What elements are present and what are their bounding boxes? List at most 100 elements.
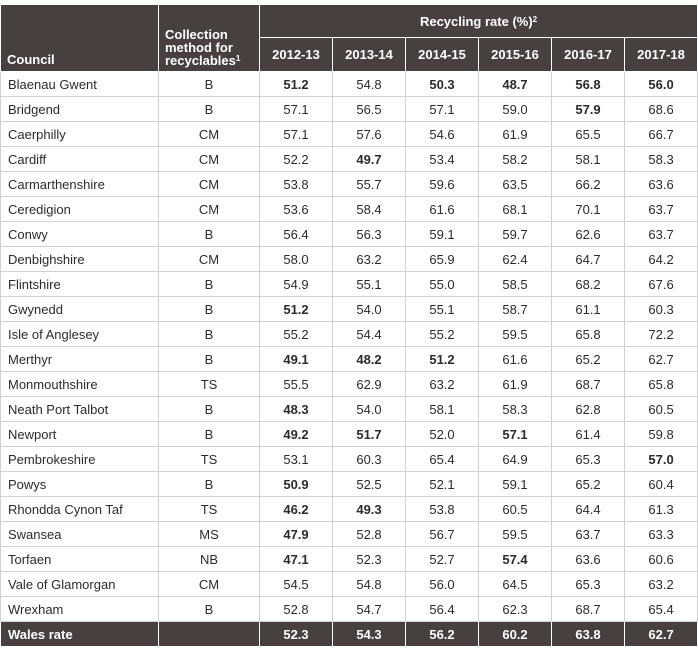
table-row: Torfaen NB 47.1 52.3 52.7 57.4 63.6 60.6 bbox=[0, 546, 698, 572]
rate-cell: 63.6 bbox=[623, 171, 698, 197]
wales-rate-cell: 60.2 bbox=[478, 621, 552, 647]
rate-cell: 52.2 bbox=[259, 146, 333, 172]
rate-cell: 58.4 bbox=[332, 196, 406, 222]
table-row: Monmouthshire TS 55.5 62.9 63.2 61.9 68.7 65.8 bbox=[0, 371, 698, 397]
collection-method-cell: NB bbox=[158, 546, 260, 572]
rate-cell: 53.8 bbox=[259, 171, 333, 197]
rate-cell: 62.3 bbox=[478, 596, 552, 622]
rate-cell: 61.1 bbox=[551, 296, 625, 322]
table-row: Caerphilly CM 57.1 57.6 54.6 61.9 65.5 66.7 bbox=[0, 121, 698, 147]
year-header-row: 2012-13 2013-14 2014-15 2015-16 2016-17 2017-… bbox=[1, 37, 698, 72]
year-column-header: 2014-15 bbox=[405, 37, 479, 72]
footnote-marker: 1 bbox=[235, 54, 241, 63]
rate-cell: 56.0 bbox=[623, 71, 698, 97]
rate-cell: 61.3 bbox=[623, 496, 698, 522]
rate-cell: 64.2 bbox=[623, 246, 698, 272]
rate-cell: 51.2 bbox=[259, 71, 333, 97]
rate-cell: 68.2 bbox=[551, 271, 625, 297]
council-name-cell: Neath Port Talbot bbox=[0, 396, 159, 422]
rate-cell: 58.1 bbox=[405, 396, 479, 422]
rate-cell: 57.0 bbox=[623, 446, 698, 472]
rate-cell: 55.1 bbox=[332, 271, 406, 297]
rate-cell: 59.1 bbox=[478, 471, 552, 497]
collection-method-cell: B bbox=[158, 296, 260, 322]
collection-method-cell: B bbox=[158, 421, 260, 447]
table-row: Conwy B 56.4 56.3 59.1 59.7 62.6 63.7 bbox=[0, 221, 698, 247]
rate-cell: 66.2 bbox=[551, 171, 625, 197]
collection-method-cell: B bbox=[158, 96, 260, 122]
rate-cell: 60.5 bbox=[478, 496, 552, 522]
table-row: Isle of Anglesey B 55.2 54.4 55.2 59.5 65.8 72.… bbox=[0, 321, 698, 347]
table-row: Ceredigion CM 53.6 58.4 61.6 68.1 70.1 63.7 bbox=[0, 196, 698, 222]
recycling-rates-table: Council Collection method for recyclable… bbox=[0, 4, 698, 647]
rate-cell: 49.7 bbox=[332, 146, 406, 172]
collection-method-column-header: Collection method for recyclables1 bbox=[158, 4, 260, 72]
rate-cell: 57.1 bbox=[478, 421, 552, 447]
rate-cell: 52.8 bbox=[332, 521, 406, 547]
rate-cell: 49.2 bbox=[259, 421, 333, 447]
rate-cell: 67.6 bbox=[623, 271, 698, 297]
rate-cell: 60.5 bbox=[623, 396, 698, 422]
rate-cell: 55.0 bbox=[405, 271, 479, 297]
rate-cell: 65.9 bbox=[405, 246, 479, 272]
table-row: Rhondda Cynon Taf TS 46.2 49.3 53.8 60.5 64.4 6… bbox=[0, 496, 698, 522]
rate-cell: 61.6 bbox=[478, 346, 552, 372]
rate-cell: 64.9 bbox=[478, 446, 552, 472]
rate-cell: 60.6 bbox=[623, 546, 698, 572]
rate-cell: 68.7 bbox=[551, 371, 625, 397]
rate-cell: 58.3 bbox=[478, 396, 552, 422]
council-name-cell: Denbighshire bbox=[0, 246, 159, 272]
rate-cell: 54.5 bbox=[259, 571, 333, 597]
rate-cell: 61.6 bbox=[405, 196, 479, 222]
rate-cell: 61.9 bbox=[478, 121, 552, 147]
rate-cell: 58.1 bbox=[551, 146, 625, 172]
collection-method-cell: CM bbox=[158, 171, 260, 197]
year-column-header: 2013-14 bbox=[332, 37, 406, 72]
council-name-cell: Newport bbox=[0, 421, 159, 447]
rate-cell: 61.4 bbox=[551, 421, 625, 447]
rate-cell: 56.3 bbox=[332, 221, 406, 247]
rate-cell: 65.4 bbox=[405, 446, 479, 472]
rate-cell: 50.3 bbox=[405, 71, 479, 97]
table-row: Vale of Glamorgan CM 54.5 54.8 56.0 64.5 65.3 6… bbox=[0, 571, 698, 597]
rate-cell: 59.8 bbox=[623, 421, 698, 447]
rate-cell: 70.1 bbox=[551, 196, 625, 222]
council-name-cell: Bridgend bbox=[0, 96, 159, 122]
rate-cell: 63.7 bbox=[551, 521, 625, 547]
council-name-cell: Ceredigion bbox=[0, 196, 159, 222]
rate-cell: 52.8 bbox=[259, 596, 333, 622]
council-name-cell: Isle of Anglesey bbox=[0, 321, 159, 347]
wales-rate-cell: 63.8 bbox=[551, 621, 625, 647]
table-row: Wrexham B 52.8 54.7 56.4 62.3 68.7 65.4 bbox=[0, 596, 698, 622]
rate-cell: 65.3 bbox=[551, 571, 625, 597]
year-column-header: 2015-16 bbox=[478, 37, 552, 72]
collection-method-cell: CM bbox=[158, 121, 260, 147]
council-name-cell: Blaenau Gwent bbox=[0, 71, 159, 97]
rate-cell: 51.2 bbox=[259, 296, 333, 322]
rate-cell: 59.7 bbox=[478, 221, 552, 247]
council-name-cell: Merthyr bbox=[0, 346, 159, 372]
table-row: Neath Port Talbot B 48.3 54.0 58.1 58.3 62.8 60… bbox=[0, 396, 698, 422]
rate-cell: 48.2 bbox=[332, 346, 406, 372]
table-row: Cardiff CM 52.2 49.7 53.4 58.2 58.1 58.3 bbox=[0, 146, 698, 172]
rate-cell: 64.7 bbox=[551, 246, 625, 272]
rate-cell: 60.4 bbox=[623, 471, 698, 497]
rate-cell: 49.1 bbox=[259, 346, 333, 372]
method-header-line: Collection bbox=[165, 27, 228, 42]
rate-cell: 52.0 bbox=[405, 421, 479, 447]
year-column-header: 2017-18 bbox=[623, 37, 698, 72]
rate-cell: 68.7 bbox=[551, 596, 625, 622]
council-name-cell: Conwy bbox=[0, 221, 159, 247]
table-body: Blaenau Gwent B 51.2 54.8 50.3 48.7 56.8 56.0 Br… bbox=[0, 71, 698, 647]
rate-cell: 63.3 bbox=[623, 521, 698, 547]
rate-cell: 55.7 bbox=[332, 171, 406, 197]
rate-cell: 64.5 bbox=[478, 571, 552, 597]
collection-method-cell: CM bbox=[158, 196, 260, 222]
rate-cell: 57.1 bbox=[259, 121, 333, 147]
wales-rate-cell: 54.3 bbox=[332, 621, 406, 647]
rate-cell: 57.1 bbox=[259, 96, 333, 122]
rate-cell: 59.1 bbox=[405, 221, 479, 247]
rate-cell: 59.5 bbox=[478, 321, 552, 347]
empty-cell bbox=[158, 621, 260, 647]
rate-cell: 59.6 bbox=[405, 171, 479, 197]
